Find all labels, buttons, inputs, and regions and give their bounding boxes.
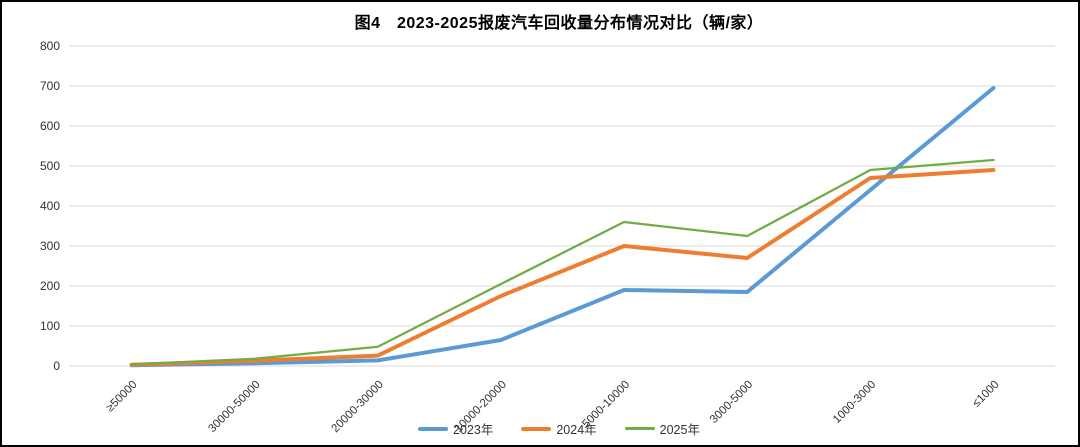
chart-legend: 2023年 2024年 2025年 [418, 419, 700, 438]
y-axis-tick-label: 400 [40, 199, 60, 213]
y-axis-tick-label: 200 [40, 279, 60, 293]
legend-item-2023年: 2023年 [418, 419, 493, 438]
x-axis-category-label: 1000-3000 [831, 379, 878, 426]
series-line-2024年 [129, 168, 996, 367]
legend-line-swatch [521, 426, 552, 431]
legend-label: 2025年 [659, 423, 700, 437]
y-axis-tick-label: 0 [53, 359, 60, 373]
x-axis-category-label: 30000-50000 [206, 379, 262, 435]
x-axis-category-label: 20000-30000 [330, 379, 386, 435]
series-line-2023年 [129, 86, 996, 368]
legend-label: 2023年 [453, 423, 494, 437]
legend-line-swatch [624, 427, 655, 430]
legend-line-swatch [418, 426, 449, 431]
legend-label: 2024年 [556, 423, 597, 437]
x-axis-category-label: 3000-5000 [708, 379, 755, 426]
y-axis-tick-label: 600 [40, 119, 60, 133]
y-axis-tick-label: 700 [40, 79, 60, 93]
legend-item-2024年: 2024年 [521, 419, 597, 438]
chart-title: 图4 2023-2025报废汽车回收量分布情况对比（辆/家） [354, 15, 764, 32]
y-axis-tick-label: 500 [40, 159, 60, 173]
x-axis-category-label: ≤1000 [971, 379, 1002, 410]
y-axis-tick-label: 800 [40, 39, 60, 53]
legend-item-2025年: 2025年 [624, 419, 700, 438]
x-axis-category-label: ≥50000 [104, 379, 140, 415]
series-line-2025年 [130, 158, 995, 366]
y-axis-tick-label: 300 [40, 239, 60, 253]
y-axis-tick-label: 100 [40, 319, 60, 333]
